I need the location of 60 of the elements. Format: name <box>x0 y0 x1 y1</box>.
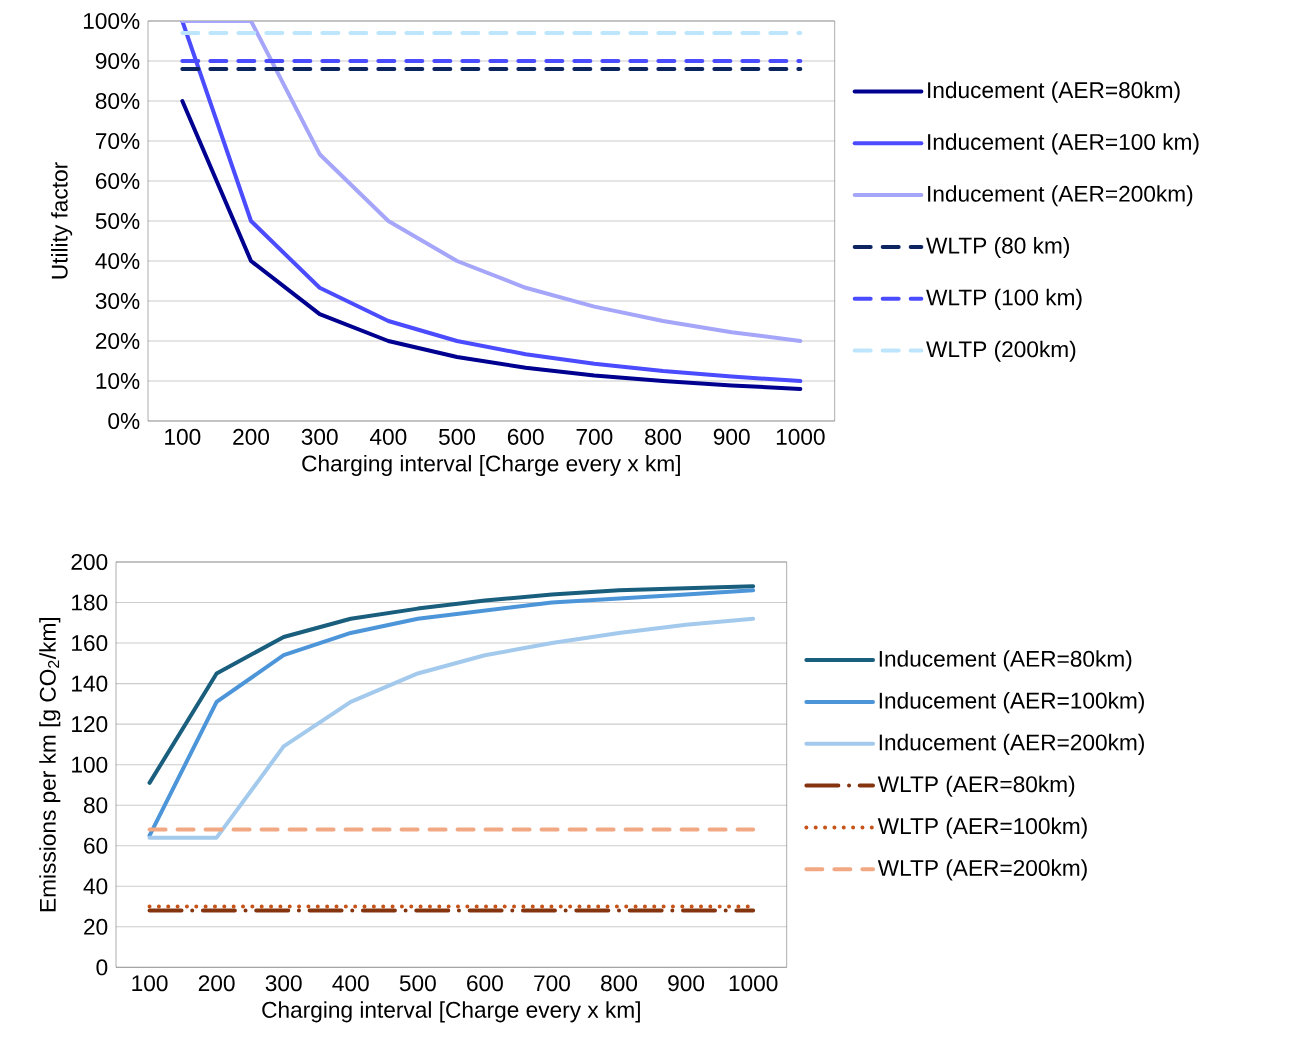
x-tick-label: 100 <box>132 975 168 992</box>
x-tick-label: 800 <box>645 428 682 446</box>
y-tick-label: 90% <box>95 53 140 70</box>
y-tick-label: 120 <box>72 716 108 733</box>
x-tick-label: 200 <box>233 428 270 446</box>
y-tick-label: 60% <box>95 173 140 190</box>
x-tick-label: 1000 <box>729 975 778 992</box>
legend-label: Inducement (AER=100km) <box>879 692 1144 714</box>
y-tick-label: 100 <box>72 756 108 773</box>
x-axis-title: Charging interval [Charge every x km] <box>262 1001 640 1023</box>
y-tick-label: 140 <box>72 675 108 692</box>
x-tick-label: 100 <box>165 428 201 446</box>
legend-label: WLTP (AER=80km) <box>877 775 1075 797</box>
y-tick-label: 100% <box>83 13 140 30</box>
y-tick-label: 200 <box>71 554 108 571</box>
line-series <box>180 99 803 392</box>
line-series <box>147 584 756 786</box>
legend-label: WLTP (AER=100km) <box>877 817 1087 839</box>
y-tick-label: 30% <box>95 293 140 310</box>
x-tick-label: 500 <box>399 975 436 992</box>
legend-label: WLTP (200km) <box>926 340 1076 362</box>
y-tick-label: 50% <box>95 213 140 230</box>
y-tick-label: 20% <box>95 333 140 350</box>
y-tick-label: 70% <box>95 133 140 150</box>
legend-label: Inducement (AER=200km) <box>879 734 1144 756</box>
legend-label: WLTP (80 km) <box>926 237 1069 259</box>
legend-label: Inducement (AER=80km) <box>879 650 1132 672</box>
x-tick-label: 300 <box>301 428 338 446</box>
x-tick-label: 700 <box>534 975 570 992</box>
y-axis-title: Emissions per km [g CO$_{2}$/km] <box>39 618 61 912</box>
y-tick-label: 0 <box>96 959 108 976</box>
y-tick-label: 40 <box>83 878 108 895</box>
y-tick-label: 0% <box>108 413 140 430</box>
legend-label: WLTP (100 km) <box>926 289 1082 311</box>
legend-label: Inducement (AER=80km) <box>928 81 1180 103</box>
x-tick-label: 600 <box>467 975 503 992</box>
x-tick-label: 700 <box>576 428 613 446</box>
y-tick-label: 20 <box>84 918 108 935</box>
y-tick-label: 160 <box>72 635 108 652</box>
y-tick-label: 60 <box>84 837 108 854</box>
y-tick-label: 180 <box>72 594 108 611</box>
legend-label: WLTP (AER=200km) <box>877 859 1087 881</box>
y-tick-label: 40% <box>95 253 140 270</box>
x-tick-label: 900 <box>668 975 705 992</box>
x-tick-label: 400 <box>332 975 369 992</box>
legend-label: Inducement (AER=100 km) <box>928 133 1199 155</box>
y-tick-label: 10% <box>96 373 140 390</box>
x-axis-title: Charging interval [Charge every x km] <box>302 455 680 477</box>
y-axis-title: Utility factor <box>51 162 73 279</box>
x-tick-label: 1000 <box>776 428 825 446</box>
x-tick-label: 400 <box>369 428 407 446</box>
x-tick-label: 300 <box>265 975 302 992</box>
y-tick-label: 80 <box>83 797 108 814</box>
x-tick-label: 800 <box>601 975 638 992</box>
x-tick-label: 600 <box>507 428 544 446</box>
y-tick-label: 80% <box>95 93 140 110</box>
legend-label: Inducement (AER=200km) <box>928 185 1193 207</box>
x-tick-label: 200 <box>198 975 235 992</box>
x-tick-label: 900 <box>713 428 750 446</box>
x-tick-label: 500 <box>438 428 476 446</box>
